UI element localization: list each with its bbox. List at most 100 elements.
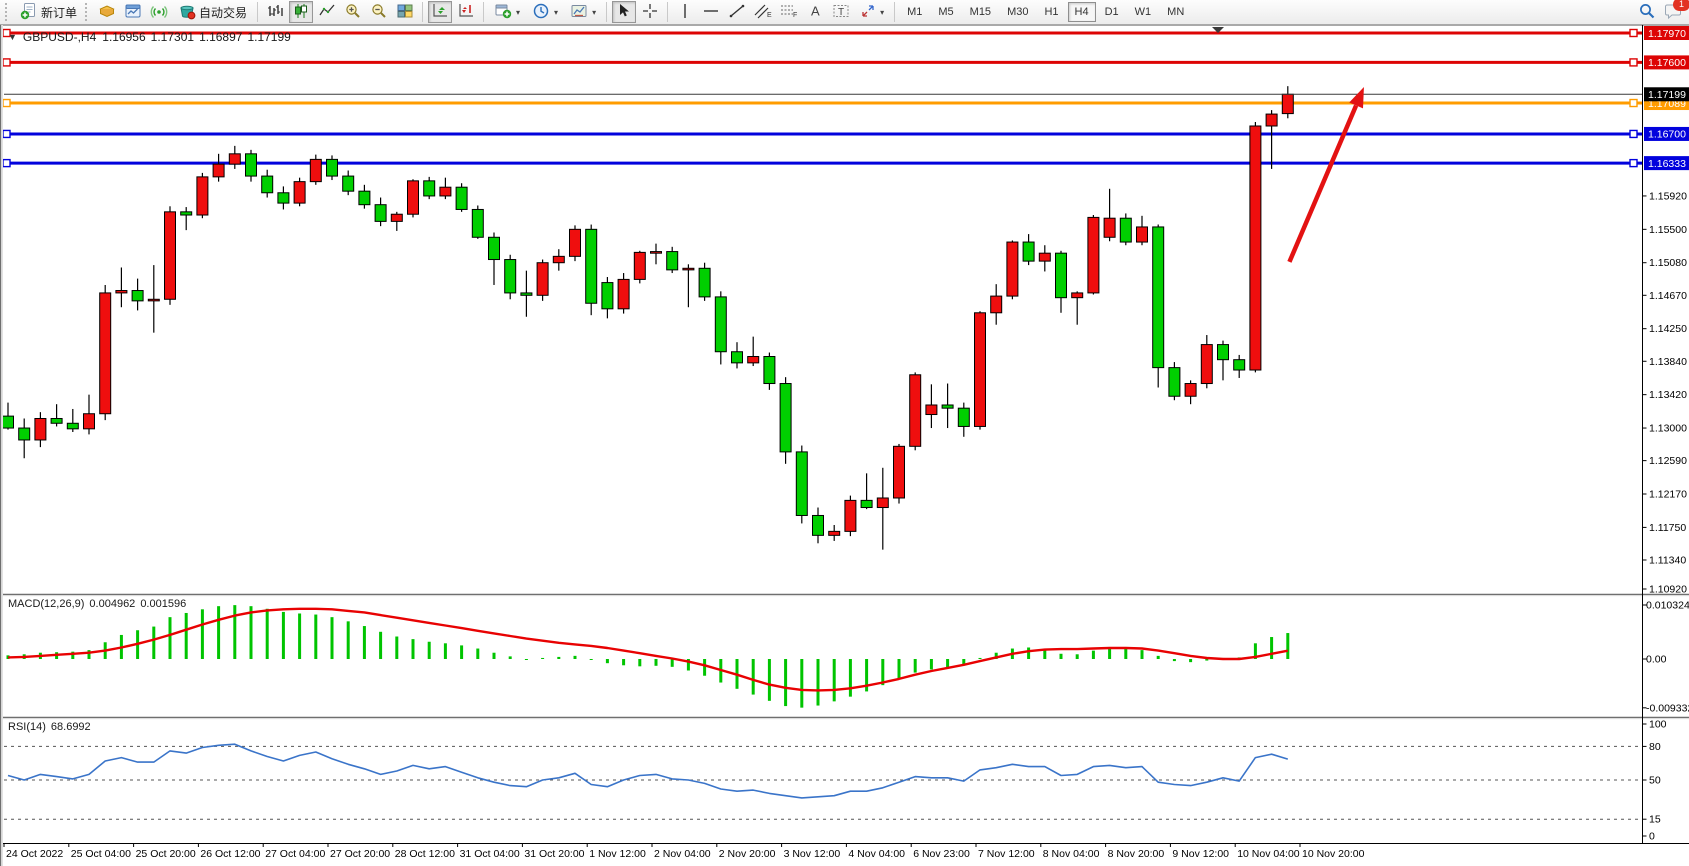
time-label: 31 Oct 20:00 — [524, 848, 584, 860]
trend-arrow[interactable] — [1287, 87, 1364, 263]
crosshair-icon — [642, 3, 658, 22]
toolbar-separator — [606, 2, 608, 22]
macd-histogram-bar — [929, 659, 933, 670]
candle-body — [358, 190, 371, 206]
candle-body — [569, 228, 581, 257]
trendline-button[interactable] — [725, 1, 749, 23]
crosshair-button[interactable] — [638, 1, 662, 23]
cursor-button[interactable] — [612, 1, 637, 23]
macd-histogram-bar — [1140, 650, 1144, 659]
macd-histogram-bar — [1156, 655, 1160, 659]
tf-button-m30[interactable]: M30 — [1000, 2, 1035, 22]
bar-chart-button[interactable] — [263, 1, 287, 23]
horizontal-line-button[interactable] — [699, 1, 723, 23]
arrow-shapes-button[interactable]: ▾ — [855, 1, 889, 23]
new-chart-button[interactable]: ▾ — [489, 1, 525, 23]
toolbar-grip — [5, 3, 10, 21]
candle-body — [471, 208, 484, 238]
zoom-out-button[interactable] — [367, 1, 391, 23]
time-label: 8 Nov 20:00 — [1108, 848, 1165, 860]
line-handle — [1629, 158, 1638, 168]
candle-body — [909, 374, 922, 447]
macd-tick-label: -0.009332 — [1646, 702, 1689, 714]
chart-shift-button[interactable] — [454, 1, 478, 23]
period-clock-button[interactable]: ▾ — [527, 1, 563, 23]
macd-histogram-bar — [832, 659, 836, 702]
search-button[interactable] — [1635, 1, 1659, 23]
window-menu-icon[interactable]: ▼ — [8, 32, 17, 42]
tf-button-mn[interactable]: MN — [1160, 2, 1191, 22]
tf-button-w1[interactable]: W1 — [1128, 2, 1159, 22]
macd-histogram-bar — [249, 606, 253, 659]
line-chart-button[interactable] — [315, 1, 339, 23]
tile-windows-button[interactable] — [393, 1, 417, 23]
tf-button-h4[interactable]: H4 — [1067, 2, 1096, 22]
rsi-indicator-label: RSI(14) 68.6992 — [8, 721, 91, 733]
channel-button[interactable]: E — [751, 1, 775, 23]
macd-histogram-bar — [87, 650, 91, 659]
new-order-button[interactable]: 新订单 — [15, 1, 82, 23]
candlestick-button[interactable] — [289, 1, 314, 23]
price-tick-label: 1.12170 — [1649, 489, 1687, 501]
horizontal-price-line[interactable] — [2, 58, 1642, 67]
template-button[interactable]: ▾ — [565, 1, 601, 23]
new-chart-icon — [494, 2, 512, 23]
price-tick-label: 1.13000 — [1649, 423, 1687, 435]
toolbar-separator — [483, 2, 485, 22]
tf-button-m5[interactable]: M5 — [931, 2, 960, 22]
tf-button-m15[interactable]: M15 — [963, 2, 998, 22]
macd-signal-line — [7, 607, 1289, 692]
chat-button[interactable]: 1 — [1661, 0, 1689, 23]
macd-histogram-bar — [168, 617, 172, 659]
candle-body — [925, 404, 938, 416]
candle-body — [212, 163, 225, 178]
macd-histogram-bar — [978, 657, 982, 659]
candle-body — [66, 422, 79, 430]
candle-body — [957, 407, 970, 427]
horizontal-line-icon — [703, 3, 719, 22]
time-label: 10 Nov 04:00 — [1237, 848, 1300, 860]
macd-histogram-bar — [913, 659, 917, 673]
candle-body — [228, 153, 241, 165]
macd-histogram-bar — [233, 605, 237, 659]
candle-body — [650, 251, 662, 254]
line-handle — [2, 98, 11, 108]
tf-button-h1[interactable]: H1 — [1037, 2, 1065, 22]
time-label: 3 Nov 12:00 — [784, 848, 841, 860]
candle-body — [1119, 217, 1132, 243]
candle-body — [131, 290, 144, 302]
macd-histogram-bar — [508, 656, 512, 659]
tf-button-d1[interactable]: D1 — [1098, 2, 1126, 22]
horizontal-price-line[interactable] — [2, 158, 1642, 168]
auto-scroll-button[interactable] — [428, 1, 453, 23]
horizontal-price-line[interactable] — [2, 129, 1642, 139]
label-button[interactable]: T — [829, 1, 853, 23]
text-button[interactable]: A — [803, 1, 827, 23]
macd-histogram-bar — [1043, 649, 1047, 659]
zoom-in-button[interactable] — [341, 1, 365, 23]
macd-histogram-bar — [314, 614, 318, 659]
auto-trading-button[interactable]: 自动交易 — [173, 1, 252, 23]
macd-indicator-label: MACD(12,26,9) 0.004962 0.001596 — [8, 598, 186, 610]
candle-body — [261, 175, 274, 194]
chart-window-button[interactable] — [121, 1, 145, 23]
horizontal-price-line[interactable] — [2, 28, 1642, 38]
candle-body — [455, 186, 468, 210]
line-price-label: 1.16700 — [1644, 126, 1689, 141]
macd-histogram-bar — [346, 621, 350, 659]
vertical-line-button[interactable] — [673, 1, 697, 23]
chart-shift-marker[interactable] — [1212, 27, 1224, 33]
candle-body — [1038, 252, 1051, 262]
price-tick-label: 1.10920 — [1649, 584, 1687, 596]
rsi-line — [7, 743, 1289, 799]
horizontal-price-line[interactable] — [2, 98, 1642, 108]
rsi-tick-label: 0 — [1649, 831, 1655, 843]
candle-body — [795, 451, 808, 516]
signal-button[interactable] — [147, 1, 171, 23]
macd-histogram-bar — [362, 626, 366, 659]
box-button[interactable] — [95, 1, 119, 23]
tf-button-m1[interactable]: M1 — [900, 2, 929, 22]
fibonacci-button[interactable]: F — [777, 1, 801, 23]
candle-body — [34, 418, 47, 441]
open-value: 1.16956 — [102, 30, 146, 44]
